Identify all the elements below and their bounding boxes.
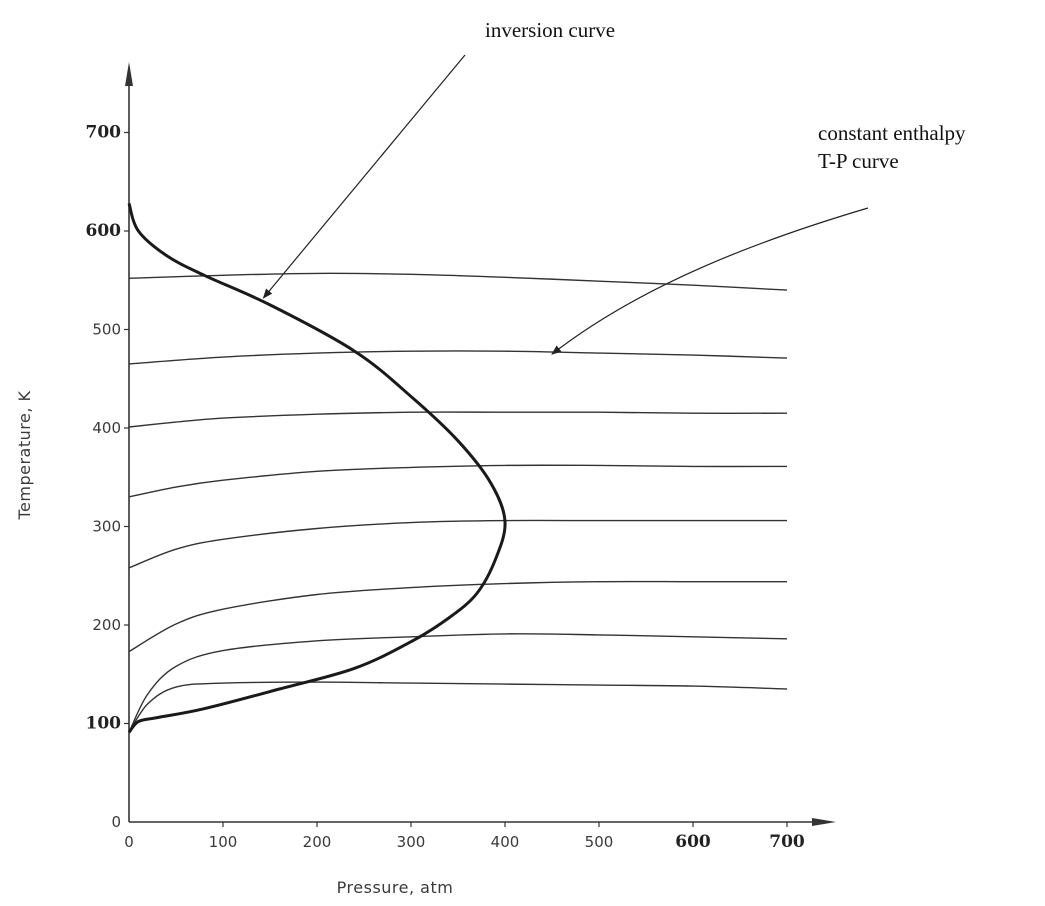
x-tick-label: 0 (124, 833, 134, 851)
x-tick-label: 300 (397, 833, 426, 851)
y-axis-title: Temperature, K (15, 390, 34, 520)
y-tick-label: 300 (92, 518, 121, 536)
y-ticks: 0 100 200 300 400 500 600 700 (86, 123, 129, 831)
inversion-curve (127, 202, 507, 734)
x-axis-arrow-icon (812, 818, 836, 826)
y-tick-label: 600 (86, 221, 122, 241)
y-tick-label: 100 (86, 714, 122, 734)
enthalpy-curve-1 (128, 272, 788, 291)
enthalpy-curve-2 (128, 350, 788, 365)
enthalpy-curve-3 (128, 411, 788, 428)
inversion-curve-layer (127, 202, 507, 734)
axes (125, 62, 836, 826)
annotation-enthalpy-arrow (551, 207, 869, 355)
annotation-enthalpy: constant enthalpy T-P curve (551, 121, 966, 355)
x-tick-label: 500 (585, 833, 614, 851)
annotation-inversion-label: inversion curve (485, 18, 615, 42)
y-tick-label: 400 (92, 419, 121, 437)
y-tick-label: 200 (92, 616, 121, 634)
annotation-enthalpy-label-2: T-P curve (818, 149, 899, 173)
x-tick-label: 200 (303, 833, 332, 851)
x-tick-label: 700 (769, 832, 805, 852)
annotation-inversion-arrow (262, 54, 466, 299)
y-tick-label: 500 (92, 321, 121, 339)
y-tick-label: 0 (111, 813, 121, 831)
x-ticks: 0 100 200 300 400 500 600 700 (124, 822, 805, 852)
annotation-enthalpy-label: constant enthalpy (818, 121, 966, 145)
x-tick-label: 100 (209, 833, 238, 851)
x-tick-label: 400 (491, 833, 520, 851)
enthalpy-curve-6 (128, 580, 787, 653)
y-axis-arrow-icon (125, 62, 133, 86)
enthalpy-curve-7 (128, 633, 788, 733)
enthalpy-curve-4 (128, 464, 788, 498)
x-axis-title: Pressure, atm (337, 878, 454, 897)
y-tick-label: 700 (86, 123, 122, 143)
enthalpy-curve-5 (128, 519, 787, 569)
annotation-inversion: inversion curve (262, 18, 615, 299)
constant-enthalpy-curves (128, 272, 788, 733)
x-tick-label: 600 (675, 832, 711, 852)
enthalpy-curve-8 (128, 681, 788, 733)
